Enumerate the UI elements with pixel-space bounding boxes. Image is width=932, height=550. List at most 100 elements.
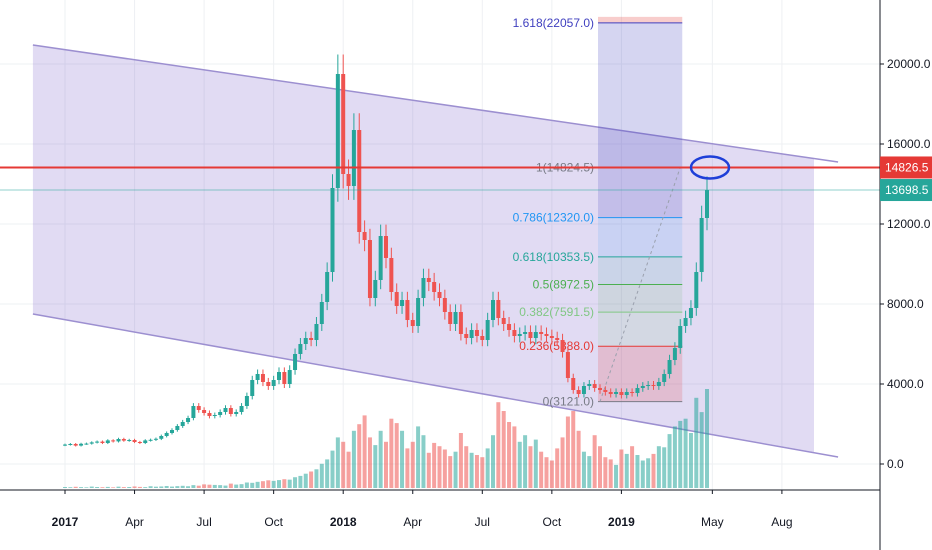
candle-body — [678, 326, 683, 348]
candle-body — [576, 390, 581, 394]
candle-body — [683, 318, 688, 326]
candle-body — [367, 240, 372, 298]
volume-bar — [384, 441, 388, 488]
volume-bar — [159, 486, 164, 488]
candle-body — [298, 344, 303, 354]
x-tick-label: May — [701, 515, 724, 529]
candle-body — [512, 330, 517, 336]
candle-body — [400, 300, 405, 306]
candle-body — [533, 332, 538, 338]
candle-body — [608, 392, 613, 394]
volume-bar — [581, 451, 586, 488]
candle-body — [464, 334, 469, 338]
fib-zone-0.618 — [598, 256, 683, 285]
candle-body — [544, 334, 549, 336]
volume-bar — [378, 430, 383, 488]
fib-top-zone — [598, 16, 683, 23]
candle-body — [89, 442, 94, 444]
volume-bar — [212, 484, 217, 488]
price-tag — [880, 179, 932, 202]
volume-bar — [116, 486, 121, 488]
volume-bar — [640, 460, 645, 488]
volume-bar — [458, 433, 463, 488]
candle-body — [555, 338, 560, 340]
candle-body — [523, 332, 528, 334]
candle-body — [598, 388, 602, 390]
volume-bar — [496, 402, 501, 488]
candle-body — [293, 354, 298, 370]
highlight-ellipse[interactable] — [689, 155, 731, 180]
volume-bar — [678, 420, 683, 488]
candle-body — [528, 332, 533, 338]
candle-body — [688, 308, 693, 318]
x-tick-label: Jul — [196, 515, 211, 529]
candle-body — [699, 218, 704, 272]
x-tick-label: Aug — [771, 515, 792, 529]
volume-bar — [448, 456, 453, 488]
volume-bar — [624, 453, 629, 488]
volume-bar — [426, 452, 431, 488]
fib-zone-0.382 — [598, 312, 683, 347]
volume-bar — [405, 448, 410, 488]
volume-bar — [186, 486, 191, 488]
volume-bar — [277, 480, 281, 488]
price-tag-label: 14826.5 — [885, 160, 929, 174]
candle-body — [480, 336, 485, 340]
candle-body — [694, 272, 699, 308]
volume-bar — [218, 485, 223, 488]
candle-body — [624, 392, 629, 395]
candle-body — [159, 436, 164, 439]
candle-body — [84, 443, 89, 445]
volume-bar — [89, 486, 94, 488]
volume-bar — [549, 460, 554, 488]
candle-body — [153, 438, 158, 440]
volume-bar — [180, 485, 185, 488]
candle-body — [63, 444, 67, 446]
candle-body — [287, 370, 292, 384]
candle-body — [266, 382, 271, 386]
volume-bar — [646, 458, 651, 488]
candle-body — [271, 380, 276, 386]
volume-bar — [341, 441, 346, 488]
candle-body — [335, 74, 340, 188]
candle-body — [121, 439, 126, 441]
volume-bar — [598, 446, 602, 488]
volume-bar — [330, 450, 335, 488]
fib-label-0.236: 0.236(5888.0) — [519, 339, 594, 353]
candle-body — [474, 330, 479, 336]
horizontal-lines[interactable] — [0, 166, 880, 191]
candle-body — [202, 410, 207, 413]
volume-bar — [271, 480, 276, 488]
candle-body — [603, 390, 608, 392]
volume-bar — [228, 483, 233, 488]
volume-bar — [234, 484, 239, 488]
candle-body — [330, 188, 335, 272]
candle-body — [143, 440, 148, 443]
x-tick-label: Apr — [125, 515, 144, 529]
volume-bar — [196, 485, 201, 488]
volume-bar — [111, 487, 116, 488]
fib-label-1.618: 1.618(22057.0) — [513, 16, 594, 30]
candle-body — [148, 439, 153, 441]
fib-label-0: 0(3121.0) — [543, 395, 594, 409]
candle-body — [384, 236, 388, 258]
candle-body — [250, 380, 255, 396]
candle-body — [458, 312, 463, 334]
descending-channel[interactable] — [32, 44, 839, 458]
candle-body — [186, 418, 191, 422]
fib-extension[interactable]: 1.618(22057.0)1(14824.5)0.786(12320.0)0.… — [513, 16, 683, 409]
price-tag — [880, 156, 932, 179]
volume-bar — [485, 448, 490, 488]
volume-bar — [314, 469, 319, 488]
volume-bar — [394, 423, 399, 488]
volume-bar — [170, 486, 174, 488]
volume-bar — [651, 453, 656, 488]
volume-bar — [309, 471, 314, 488]
x-tick-label: Jul — [475, 515, 490, 529]
x-tick-label: Apr — [403, 515, 422, 529]
candle-body — [373, 280, 378, 298]
candle-body — [127, 440, 132, 441]
volume-bar — [335, 437, 340, 488]
volume-bar — [244, 482, 249, 488]
